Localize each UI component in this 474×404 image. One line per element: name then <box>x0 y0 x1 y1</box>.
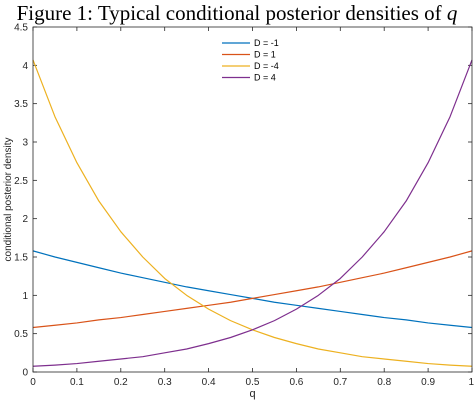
legend-box <box>217 35 281 85</box>
legend-label: D = -1 <box>254 38 279 48</box>
x-tick-label: 0.7 <box>333 377 347 388</box>
y-tick-label: 1.5 <box>14 253 28 264</box>
x-tick-label: 0.1 <box>70 377 84 388</box>
y-tick-label: 1 <box>22 291 28 302</box>
y-tick-label: 2 <box>22 214 28 225</box>
y-tick-label: 3 <box>22 138 28 149</box>
y-tick-label: 0 <box>22 368 28 379</box>
figure-title-variable: q <box>446 1 458 25</box>
x-tick-label: 0.3 <box>158 377 172 388</box>
y-tick-label: 2.5 <box>14 176 28 187</box>
y-tick-label: 3.5 <box>14 99 28 110</box>
y-tick-label: 4 <box>22 61 28 72</box>
y-tick-label: 4.5 <box>14 23 28 34</box>
legend: D = -1 D = 1D = -4 D = 4 <box>217 35 281 85</box>
figure-title-text: Figure 1: Typical conditional posterior … <box>16 1 447 25</box>
legend-label: D = -4 <box>254 61 279 71</box>
series-line-4 <box>32 59 473 367</box>
x-tick-label: 0.8 <box>377 377 391 388</box>
x-tick-label: 0.4 <box>202 377 216 388</box>
figure-title: Figure 1: Typical conditional posterior … <box>0 0 474 26</box>
x-axis-label: q <box>249 388 255 400</box>
x-tick-label: 0.2 <box>114 377 128 388</box>
legend-label: D = 4 <box>254 73 276 83</box>
plot-frame <box>32 26 473 373</box>
x-tick-label: 1 <box>468 377 474 388</box>
x-tick-label: 0.9 <box>421 377 435 388</box>
x-tick-label: 0.6 <box>289 377 303 388</box>
y-axis-label: conditional posterior density <box>3 138 14 262</box>
series-group <box>32 59 473 367</box>
y-tick-label: 0.5 <box>14 329 28 340</box>
x-tick-label: 0 <box>30 377 36 388</box>
x-tick-label: 0.5 <box>246 377 260 388</box>
legend-label: D = 1 <box>254 50 276 60</box>
series-line-2 <box>32 250 473 329</box>
axis-ticks: 0 0.1 0.2 0.3 0.4 0.5 0.6 0.7 0.8 0.9 1 0 0.5 1 1.5 2 2.… <box>14 23 474 389</box>
